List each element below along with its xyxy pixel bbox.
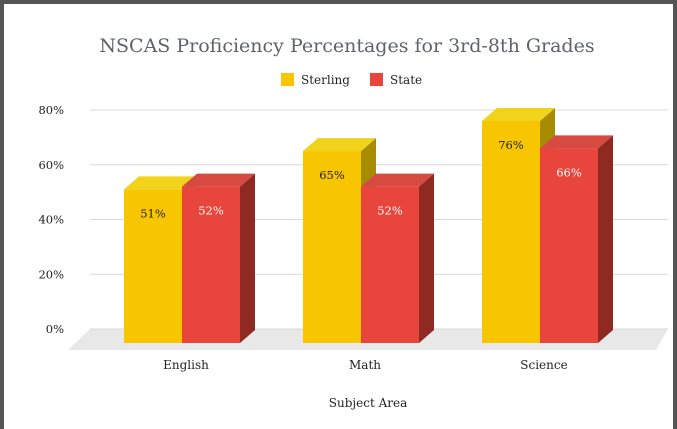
bar-top (124, 176, 197, 190)
data-label: 52% (377, 204, 403, 218)
y-tick-label: 20% (38, 267, 64, 281)
bar-front (361, 186, 419, 343)
legend-swatch-state (370, 73, 383, 86)
data-label: 66% (556, 165, 582, 179)
legend-label-sterling: Sterling (301, 73, 350, 87)
legend: Sterling State (281, 73, 422, 87)
bar-top (482, 107, 555, 121)
y-tick-label: 40% (38, 213, 64, 227)
bar-side (240, 173, 255, 343)
x-axis-categories: English Math Science (163, 358, 568, 372)
y-tick-label: 0% (46, 322, 64, 336)
x-category-label: Science (520, 358, 567, 372)
chart-title: NSCAS Proficiency Percentages for 3rd-8t… (99, 35, 594, 57)
legend-label-state: State (390, 73, 422, 87)
x-category-label: English (163, 358, 209, 372)
data-label: 65% (319, 168, 345, 182)
bar-state-math: 52% (361, 173, 434, 343)
bars: 51% 52% 65% 52% 76% 66% (124, 107, 613, 343)
bar-front (482, 120, 540, 343)
data-label: 52% (198, 204, 224, 218)
data-label: 76% (498, 138, 524, 152)
bar-side (598, 135, 613, 343)
bar-state-science: 66% (540, 135, 613, 343)
bar-top (182, 173, 255, 187)
bar-front (182, 186, 240, 343)
legend-swatch-sterling (281, 73, 294, 86)
x-axis-title: Subject Area (329, 396, 407, 410)
bar-front (124, 189, 182, 343)
bar-top (540, 135, 613, 149)
bar-front (540, 148, 598, 343)
bar-top (303, 138, 376, 152)
y-tick-label: 60% (38, 158, 64, 172)
y-tick-label: 80% (38, 103, 64, 117)
bar-side (419, 173, 434, 343)
y-axis-ticks: 0% 20% 40% 60% 80% (38, 103, 64, 336)
data-label: 51% (140, 206, 166, 220)
bar-state-english: 52% (182, 173, 255, 343)
bar-top (361, 173, 434, 187)
x-category-label: Math (349, 358, 381, 372)
bar-front (303, 151, 361, 343)
